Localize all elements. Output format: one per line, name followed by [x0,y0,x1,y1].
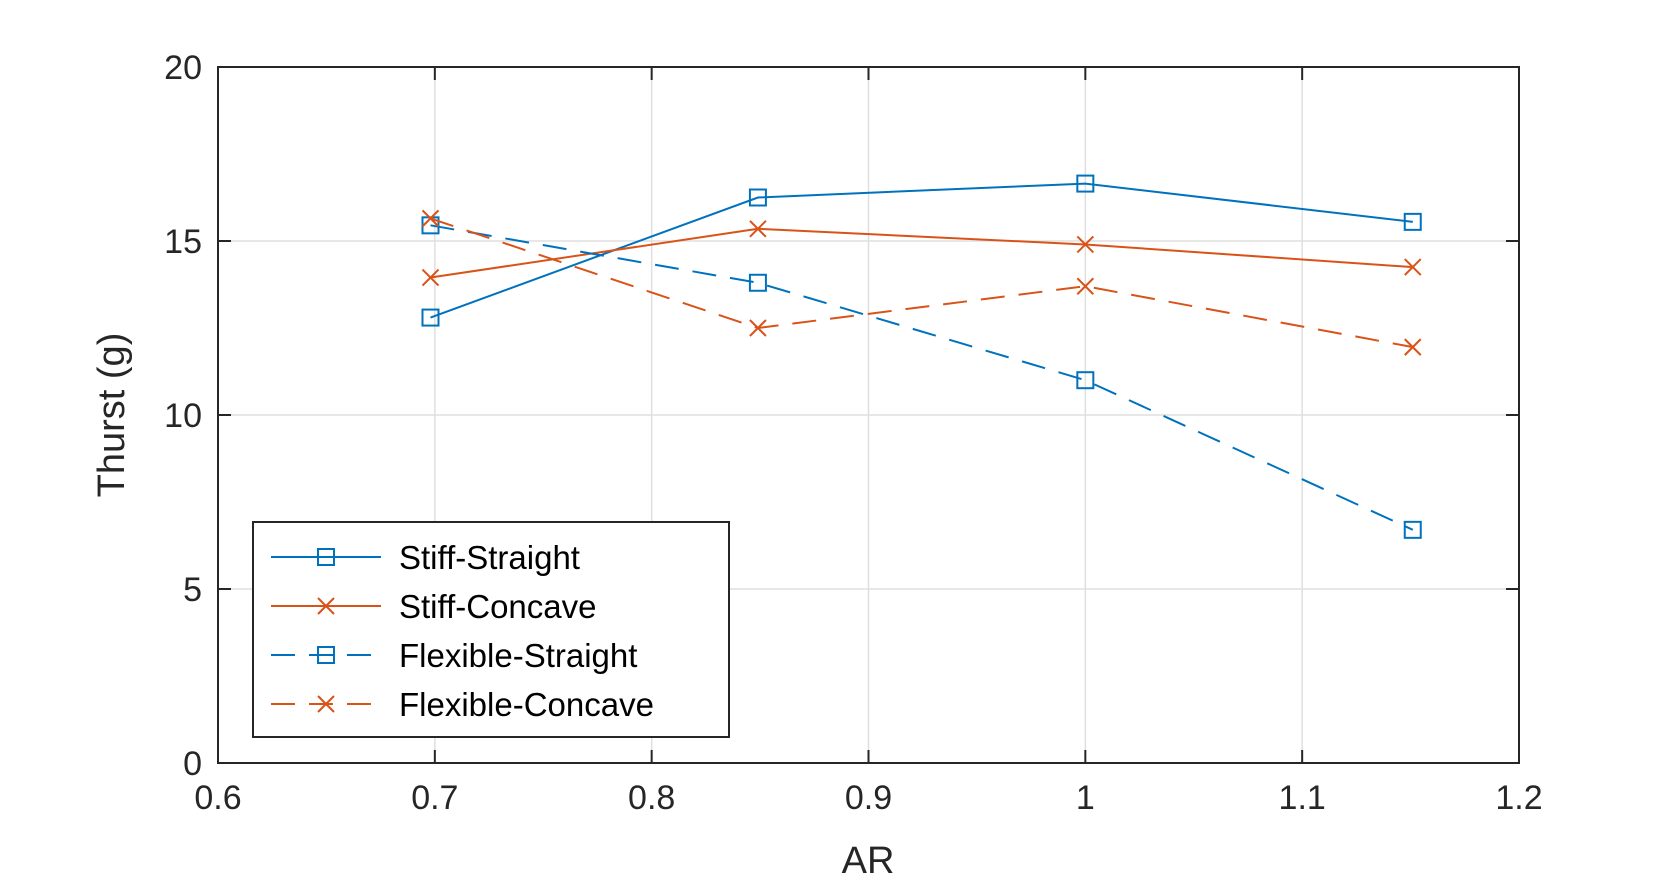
series-line [430,182,1413,319]
series-flexible-concave [421,209,1422,356]
legend-marker [317,646,335,664]
data-point-marker-stroke-b [749,319,767,337]
series-line [430,217,1413,349]
x-axis-label: AR [842,840,895,882]
data-point-marker [421,308,440,327]
legend-marker-stroke-b [317,597,335,615]
data-point-marker [1076,174,1095,193]
data-point-marker [1076,235,1095,254]
x-tick-label: 1.2 [1495,779,1542,817]
legend-marker-stroke-b [317,695,335,713]
y-tick-label: 15 [164,223,202,261]
y-tick-label: 0 [183,745,202,783]
data-point-marker [421,209,440,228]
x-tick-label: 0.6 [194,779,241,817]
x-tick-label: 0.9 [845,779,892,817]
data-point-marker [748,273,767,292]
series-line [430,224,1414,531]
data-point-marker [1076,371,1095,390]
series-layer [421,174,1422,539]
x-tick-label: 1.1 [1279,779,1326,817]
legend-marker [317,695,335,713]
x-tick-label: 1 [1076,779,1095,817]
data-point-marker [1403,520,1422,539]
legend-entry: Stiff-Concave [271,588,596,625]
x-tick-label: 0.8 [628,779,675,817]
data-point-marker-stroke-b [1076,235,1095,254]
y-tick-label: 5 [183,571,202,609]
y-axis-label: Thurst (g) [91,333,133,498]
series-stiff-straight [421,174,1422,327]
legend-entry: Flexible-Concave [271,686,654,723]
data-point-marker-stroke-b [1404,338,1422,356]
legend-label: Flexible-Concave [399,686,654,723]
data-point-marker-stroke-b [749,220,767,238]
data-point-marker [749,319,767,337]
legend-marker [317,597,335,615]
data-point-marker [1404,258,1422,276]
y-tick-label: 20 [164,49,202,87]
series-flexible-straight [421,216,1422,539]
data-point-marker-stroke-b [1076,277,1095,295]
legend-marker [317,548,335,566]
legend-entry: Stiff-Straight [271,539,580,576]
data-point-marker [748,188,767,207]
legend: Stiff-Straight Stiff-Concave Flexible-Stra… [252,521,730,738]
data-point-marker [1076,277,1095,295]
legend-label: Stiff-Straight [399,539,580,576]
legend-label: Stiff-Concave [399,588,596,625]
legend-label: Flexible-Straight [399,637,637,674]
data-point-marker [1403,212,1422,231]
data-point-marker [749,220,767,238]
data-point-marker-stroke-b [421,268,440,287]
data-point-marker [421,268,440,287]
data-point-marker-stroke-b [421,209,440,228]
x-tick-label: 0.7 [411,779,458,817]
ticks: 0.6 0.7 0.8 0.9 1 1.1 1.2 0 5 10 15 20 [164,49,1542,817]
legend-entry: Flexible-Straight [271,637,637,674]
data-point-marker-stroke-b [1404,258,1422,276]
data-point-marker [1404,338,1422,356]
y-tick-label: 10 [164,397,202,435]
